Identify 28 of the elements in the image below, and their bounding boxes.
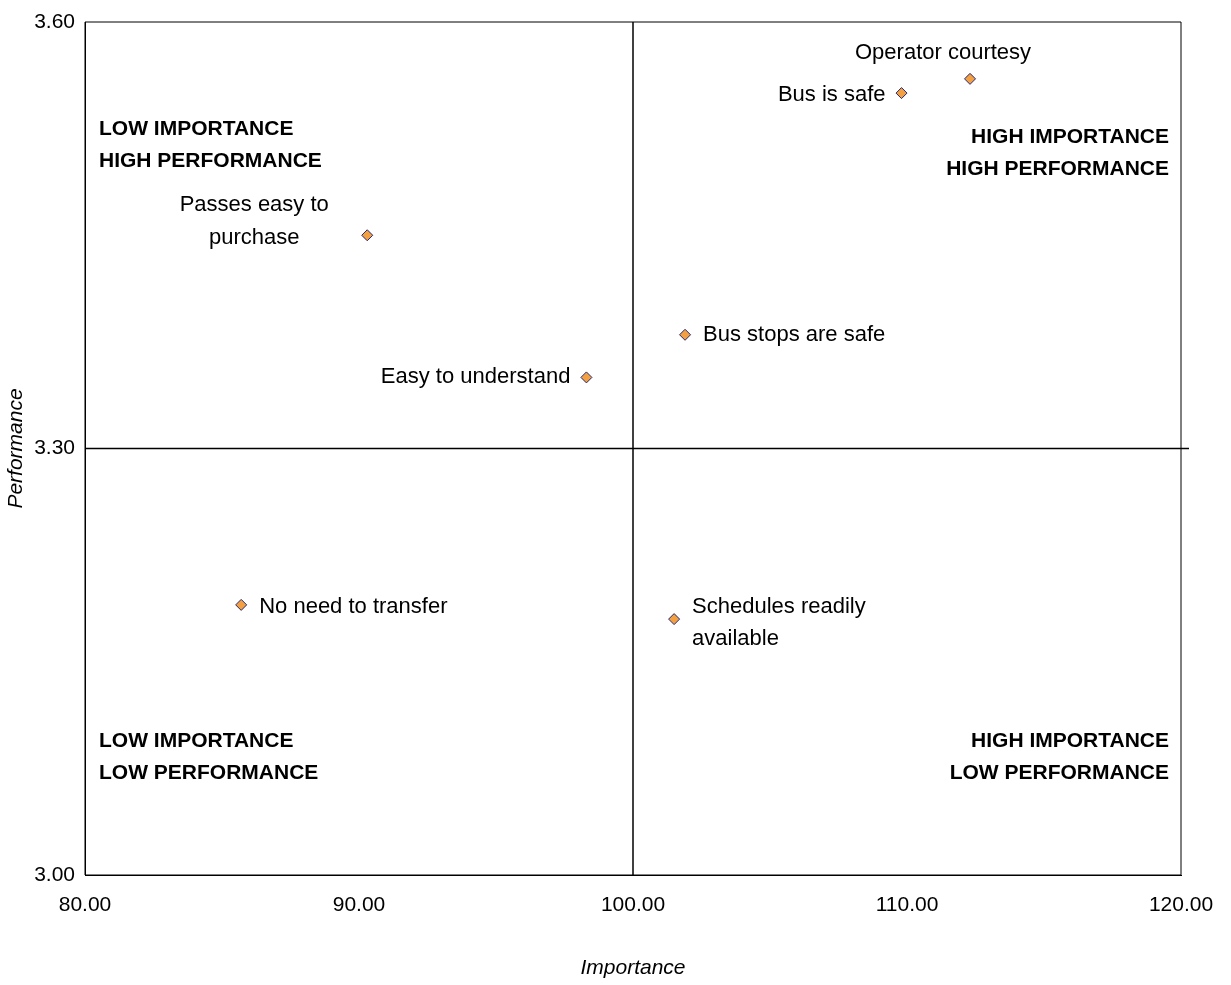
- point: [235, 598, 248, 611]
- annotation: Bus stops are safe: [703, 320, 886, 346]
- annotation: HIGH IMPORTANCE HIGH PERFORMANCE: [946, 123, 1169, 179]
- annotation: Passes easy to purchase: [179, 191, 329, 250]
- annotation: Easy to understand: [380, 363, 571, 389]
- x-tick-label: 80.00: [58, 892, 112, 916]
- point: [895, 87, 908, 100]
- point: [580, 371, 593, 384]
- annotation: LOW IMPORTANCE LOW PERFORMANCE: [99, 727, 319, 783]
- point: [668, 613, 681, 626]
- x-tick-label: 100.00: [600, 892, 666, 916]
- y-tick-label: 3.30: [34, 435, 75, 459]
- annotation: Operator courtesy: [854, 38, 1032, 64]
- point: [964, 72, 977, 85]
- y-axis-title: Performance: [3, 388, 27, 509]
- annotation: Bus is safe: [777, 81, 886, 107]
- x-tick-label: 120.00: [1148, 892, 1214, 916]
- x-axis-title: Importance: [580, 955, 686, 979]
- y-tick-label: 3.60: [34, 8, 75, 32]
- y-tick-label: 3.00: [34, 861, 75, 885]
- annotation: HIGH IMPORTANCE LOW PERFORMANCE: [949, 727, 1169, 783]
- x-tick-label: 90.00: [332, 892, 386, 916]
- annotation: Schedules readily available: [692, 593, 866, 651]
- point: [361, 229, 374, 242]
- point: [679, 328, 692, 341]
- x-tick-label: 110.00: [875, 892, 939, 916]
- annotation: LOW IMPORTANCE HIGH PERFORMANCE: [99, 115, 322, 171]
- annotation: No need to transfer: [259, 592, 448, 618]
